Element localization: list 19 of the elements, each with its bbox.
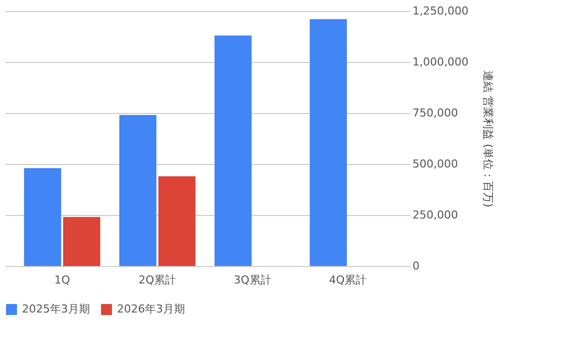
legend-label: 2025年3月期 bbox=[22, 302, 90, 316]
x-tick-label: 4Q累計 bbox=[329, 274, 367, 286]
bar bbox=[158, 176, 196, 266]
y-tick-label: 1,250,000 bbox=[412, 4, 468, 18]
bar bbox=[310, 19, 347, 266]
y-tick-label: 500,000 bbox=[412, 158, 458, 170]
bar bbox=[119, 115, 156, 266]
y-tick-label: 1,000,000 bbox=[412, 56, 468, 68]
bar bbox=[24, 168, 62, 266]
x-tick-label: 1Q bbox=[54, 274, 70, 286]
bar bbox=[63, 217, 100, 266]
y-tick-label: 0 bbox=[412, 260, 420, 272]
y-tick-label: 250,000 bbox=[412, 208, 458, 222]
y-axis-title: 連結 営業利益 (単位：百万) bbox=[481, 70, 494, 208]
x-tick-label: 2Q累計 bbox=[138, 274, 176, 286]
y-tick-label: 750,000 bbox=[412, 106, 458, 120]
bar bbox=[214, 35, 252, 266]
x-tick-label: 3Q累計 bbox=[234, 274, 272, 286]
legend-label: 2026年3月期 bbox=[117, 302, 185, 316]
